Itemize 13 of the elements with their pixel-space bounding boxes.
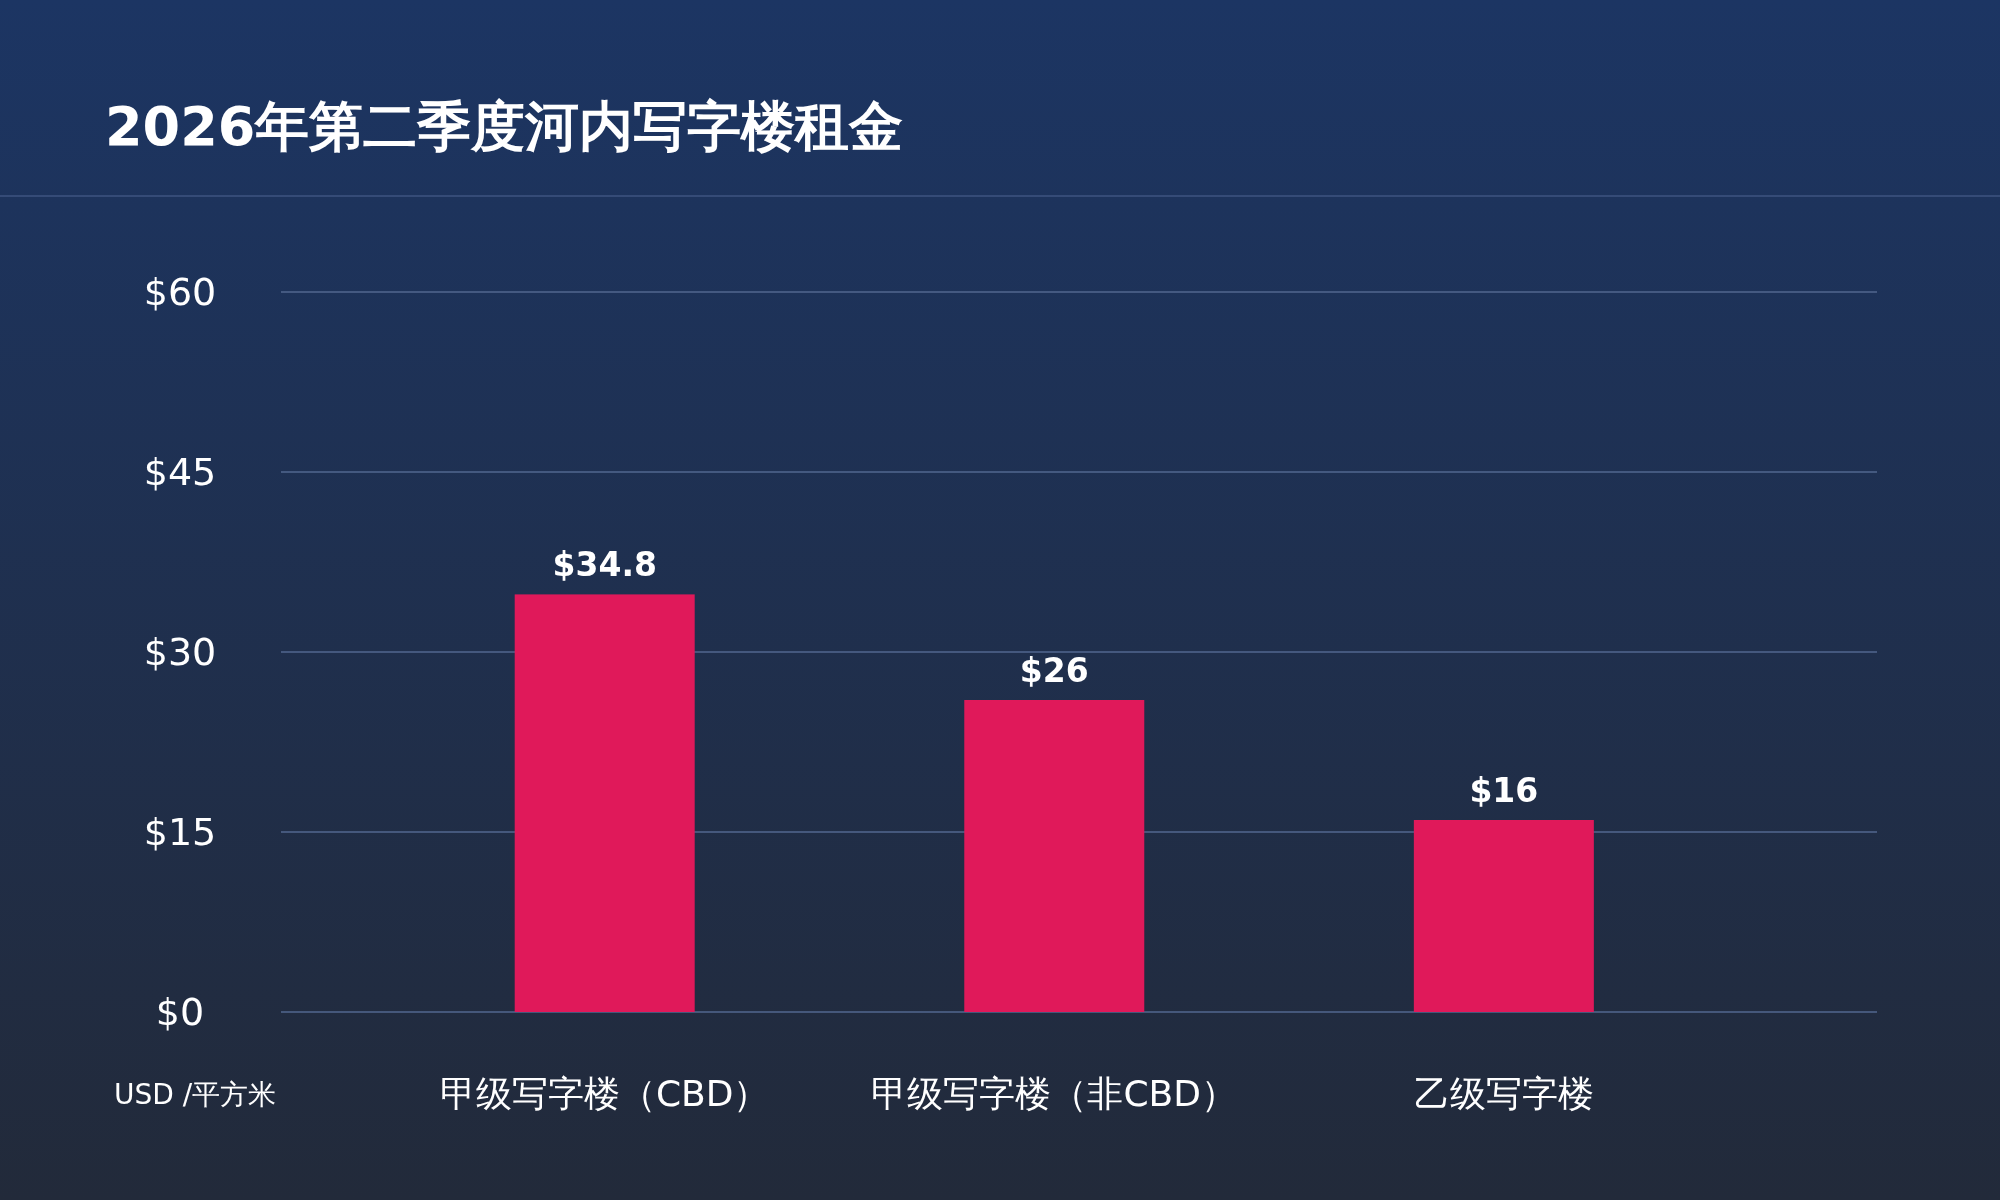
data-label: $34.8 (552, 545, 657, 585)
chart-title: 2026年第二季度河内写字楼租金 (105, 95, 904, 158)
y-tick-label: $0 (155, 990, 205, 1034)
y-tick-label: $30 (143, 630, 217, 674)
data-label: $26 (1019, 651, 1089, 690)
y-tick-label: $60 (143, 270, 217, 314)
y-tick-label: $45 (143, 450, 217, 494)
x-tick-label: 甲级写字楼（非CBD） (871, 1073, 1238, 1114)
data-label: $16 (1469, 771, 1539, 810)
y-tick-label: $15 (143, 810, 217, 854)
x-tick-label: 乙级写字楼 (1413, 1073, 1594, 1114)
x-tick-label: 甲级写字楼（CBD） (439, 1073, 770, 1114)
y-axis-title: USD /平方米 (113, 1078, 277, 1111)
